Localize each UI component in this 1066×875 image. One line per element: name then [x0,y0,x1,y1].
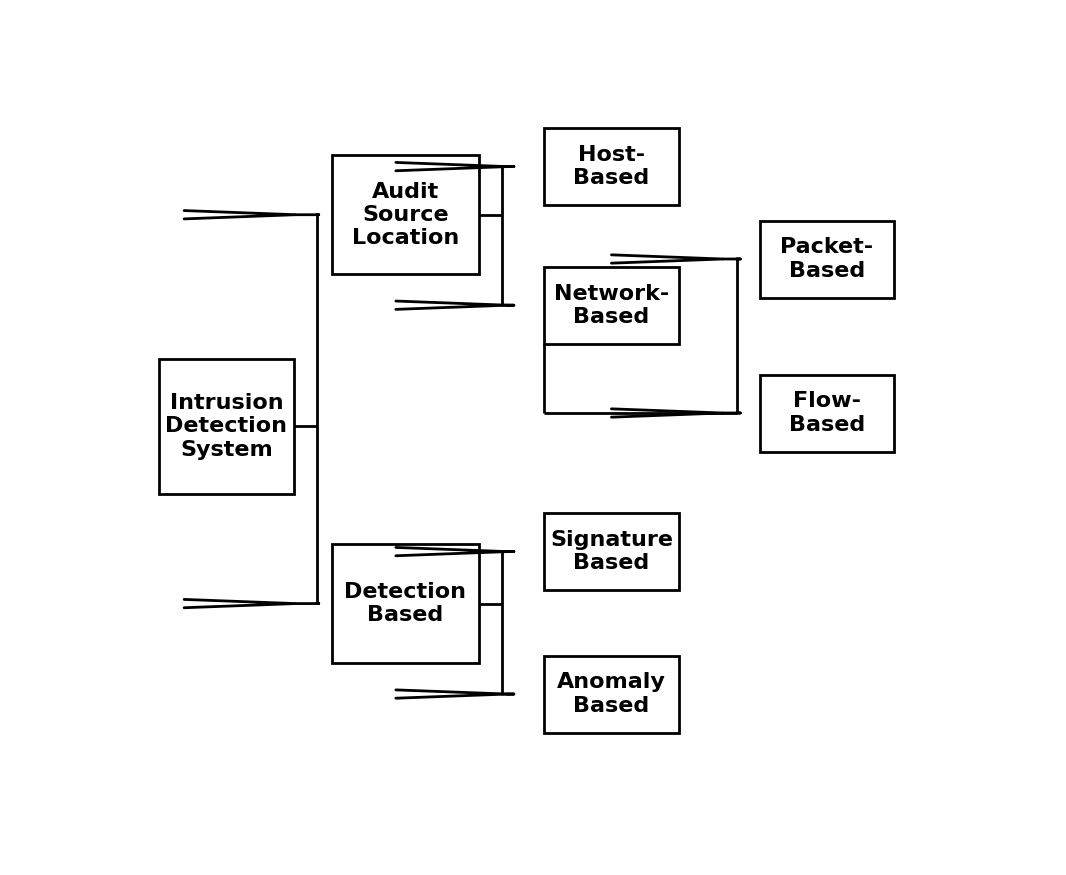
Text: Anomaly
Based: Anomaly Based [556,673,666,716]
Text: Signature
Based: Signature Based [550,530,673,573]
Text: Packet-
Based: Packet- Based [780,237,873,281]
Bar [333,155,479,275]
Bar [544,128,679,205]
Text: Network-
Based: Network- Based [553,284,669,326]
Bar [760,374,894,452]
Text: Flow-
Based: Flow- Based [789,391,866,435]
Text: Audit
Source
Location: Audit Source Location [352,181,459,248]
Text: Host-
Based: Host- Based [574,145,649,188]
Bar [544,655,679,732]
Bar [544,267,679,344]
Text: Detection
Based: Detection Based [344,582,467,625]
Bar [159,359,294,494]
Bar [544,513,679,590]
Bar [333,544,479,663]
Bar [760,220,894,298]
Text: Intrusion
Detection
System: Intrusion Detection System [165,393,288,459]
